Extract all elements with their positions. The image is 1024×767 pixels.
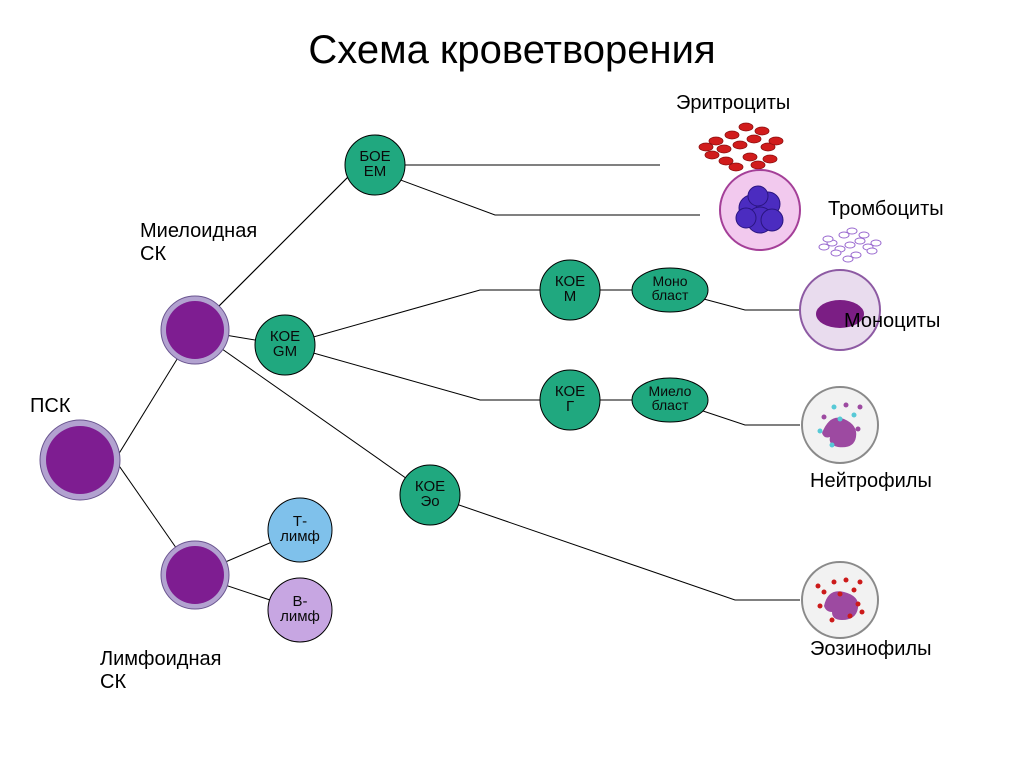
svg-text:ЕМ: ЕМ bbox=[364, 163, 387, 180]
svg-text:М: М bbox=[564, 288, 577, 305]
label-thromb: Тромбоциты bbox=[828, 198, 944, 221]
label-myeloid: МиелоиднаяСК bbox=[140, 220, 257, 266]
svg-text:бласт: бласт bbox=[652, 397, 689, 413]
label-mono: Моноциты bbox=[844, 310, 940, 333]
label-lymphoid: ЛимфоиднаяСК bbox=[100, 648, 221, 694]
svg-text:GM: GM bbox=[273, 343, 297, 360]
label-eryth: Эритроциты bbox=[676, 92, 790, 115]
label-eosino: Эозинофилы bbox=[810, 638, 931, 661]
svg-text:Г: Г bbox=[566, 398, 574, 415]
svg-text:бласт: бласт bbox=[652, 287, 689, 303]
svg-text:лимф: лимф bbox=[280, 608, 320, 625]
svg-text:Эо: Эо bbox=[420, 493, 439, 510]
svg-text:лимф: лимф bbox=[280, 528, 320, 545]
label-neutro: Нейтрофилы bbox=[810, 470, 932, 493]
label-psk: ПСК bbox=[30, 395, 70, 418]
